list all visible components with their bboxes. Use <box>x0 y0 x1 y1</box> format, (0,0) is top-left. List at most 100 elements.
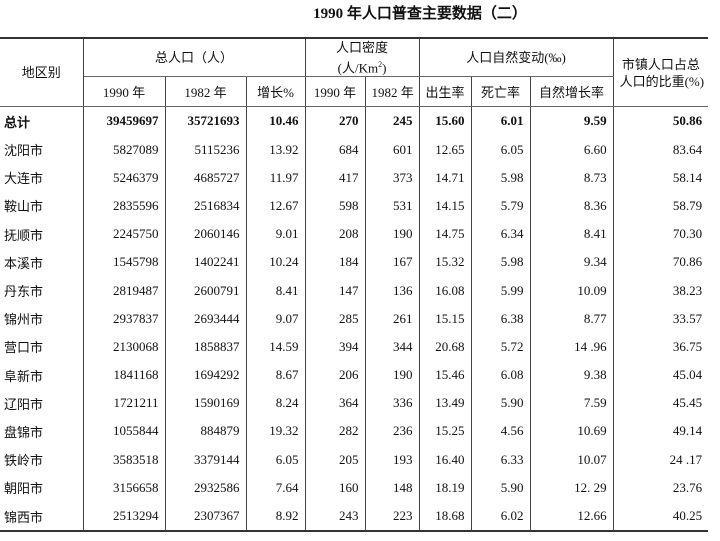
table-row: 抚顺市 2245750 2060146 9.01 208 190 14.75 6.34 8.41… <box>0 220 709 249</box>
table-cell: 10.09 <box>529 276 614 305</box>
table-cell: 8.36 <box>529 191 614 221</box>
table-cell: 1694292 <box>164 361 247 390</box>
table-cell: 9.01 <box>245 220 306 249</box>
table-cell: 10.07 <box>529 445 614 474</box>
table-cell: 39459697 <box>82 106 166 136</box>
table-cell: 417 <box>304 163 366 192</box>
table-cell: 5.90 <box>470 389 531 418</box>
table-cell: 20.68 <box>418 332 472 362</box>
table-row: 本溪市 1545798 1402241 10.24 184 167 15.32 5.98 9.3… <box>0 248 709 277</box>
table-cell: 394 <box>304 332 366 362</box>
table-cell: 8.67 <box>245 361 306 390</box>
table-cell: 9.34 <box>529 248 614 277</box>
table-cell: 10.46 <box>245 106 306 136</box>
table-cell: 270 <box>304 106 366 136</box>
table-cell: 8.41 <box>529 220 614 249</box>
table-cell: 167 <box>364 248 420 277</box>
table-cell: 5115236 <box>164 135 247 164</box>
region-name: 辽阳市 <box>0 389 84 418</box>
table-cell: 1590169 <box>164 389 247 418</box>
table-cell: 148 <box>364 473 420 502</box>
table-cell: 8.92 <box>245 501 306 532</box>
table-cell: 5.72 <box>470 332 531 362</box>
table-cell: 58.14 <box>612 163 709 192</box>
table-cell: 38.23 <box>612 276 709 305</box>
table-cell: 45.04 <box>612 361 709 390</box>
table-cell: 24 .17 <box>612 445 709 474</box>
table-cell: 23.76 <box>612 473 709 502</box>
table-row: 鞍山市 2835596 2516834 12.67 598 531 14.15 5.79 8.3… <box>0 191 709 221</box>
table-row: 大连市 5246379 4685727 11.97 417 373 14.71 5.98 8.7… <box>0 163 709 192</box>
table-cell: 9.59 <box>529 106 614 136</box>
subheader: 自然增长率 <box>529 76 614 108</box>
table-cell: 190 <box>364 220 420 249</box>
table-cell: 50.86 <box>612 106 709 136</box>
table-cell: 2600791 <box>164 276 247 305</box>
region-name: 总计 <box>0 106 84 136</box>
table-cell: 364 <box>304 389 366 418</box>
table-cell: 6.38 <box>470 304 531 333</box>
region-name: 抚顺市 <box>0 220 84 249</box>
table-cell: 14.15 <box>418 191 472 221</box>
subheader: 1982 年 <box>164 76 247 108</box>
table-cell: 19.32 <box>245 417 306 446</box>
table-cell: 6.34 <box>470 220 531 249</box>
header-density: 人口密度 (人/Km2) <box>304 38 420 78</box>
table-cell: 884879 <box>164 417 247 446</box>
table-row: 锦州市 2937837 2693444 9.07 285 261 15.15 6.38 8.77… <box>0 304 709 333</box>
table-cell: 1858837 <box>164 332 247 362</box>
table-cell: 5246379 <box>82 163 166 192</box>
table-row: 辽阳市 1721211 1590169 8.24 364 336 13.49 5.90 7.59… <box>0 389 709 418</box>
region-name: 锦州市 <box>0 304 84 333</box>
table-cell: 12.65 <box>418 135 472 164</box>
region-name: 大连市 <box>0 163 84 192</box>
table-cell: 2060146 <box>164 220 247 249</box>
table-cell: 2835596 <box>82 191 166 221</box>
subheader: 1990 年 <box>83 76 166 108</box>
table-cell: 14 .96 <box>529 332 614 362</box>
table-cell: 1055844 <box>82 417 166 446</box>
table-cell: 83.64 <box>612 135 709 164</box>
subheader: 1990 年 <box>304 76 366 108</box>
table-cell: 7.59 <box>529 389 614 418</box>
region-name: 盘锦市 <box>0 417 84 446</box>
table-cell: 15.46 <box>418 361 472 390</box>
table-cell: 184 <box>304 248 366 277</box>
table-cell: 13.49 <box>418 389 472 418</box>
table-cell: 373 <box>364 163 420 192</box>
table-cell: 45.45 <box>612 389 709 418</box>
table-cell: 15.15 <box>418 304 472 333</box>
table-cell: 35721693 <box>164 106 247 136</box>
table-cell: 6.33 <box>470 445 531 474</box>
table-cell: 70.30 <box>612 220 709 249</box>
table-cell: 16.40 <box>418 445 472 474</box>
table-cell: 6.60 <box>529 135 614 164</box>
table-cell: 236 <box>364 417 420 446</box>
table-cell: 2130068 <box>82 332 166 362</box>
subheader: 出生率 <box>418 76 472 108</box>
table-cell: 10.24 <box>245 248 306 277</box>
table-cell: 14.59 <box>245 332 306 362</box>
table-cell: 1841168 <box>82 361 166 390</box>
table-cell: 13.92 <box>245 135 306 164</box>
table-row: 锦西市 2513294 2307367 8.92 243 223 18.68 6.02 12.6… <box>0 501 709 532</box>
table-cell: 531 <box>364 191 420 221</box>
table-cell: 285 <box>304 304 366 333</box>
table-cell: 6.01 <box>470 106 531 136</box>
table-cell: 282 <box>304 417 366 446</box>
table-cell: 15.32 <box>418 248 472 277</box>
table-cell: 58.79 <box>612 191 709 221</box>
table-cell: 2245750 <box>82 220 166 249</box>
header-urban-share: 市镇人口占总 人口的比重(%) <box>612 38 709 108</box>
region-name: 铁岭市 <box>0 445 84 474</box>
table-cell: 12.66 <box>529 501 614 532</box>
table-cell: 5.98 <box>470 163 531 192</box>
table-cell: 1545798 <box>82 248 166 277</box>
table-cell: 1402241 <box>164 248 247 277</box>
table-cell: 12.67 <box>245 191 306 221</box>
table-cell: 14.75 <box>418 220 472 249</box>
table-cell: 208 <box>304 220 366 249</box>
table-cell: 6.05 <box>245 445 306 474</box>
table-cell: 70.86 <box>612 248 709 277</box>
table-cell: 15.60 <box>418 106 472 136</box>
